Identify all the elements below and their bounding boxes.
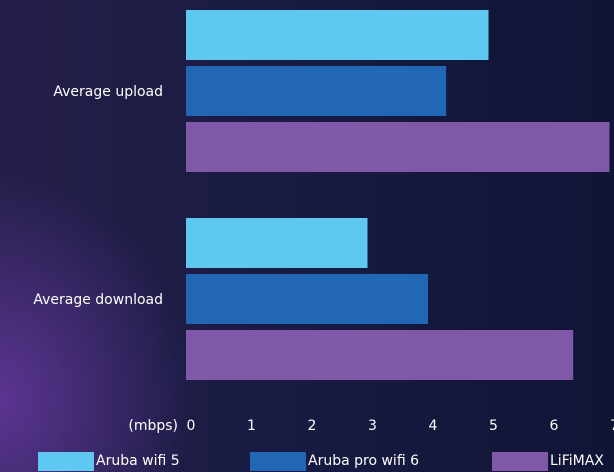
category-label: Average upload (53, 84, 163, 100)
legend-item: LiFiMAX (492, 450, 604, 472)
bar-aruba-pro-wifi-6-average-upload (186, 66, 447, 116)
legend-label: LiFiMAX (550, 453, 604, 469)
bar-aruba-wifi-5-average-download (186, 218, 368, 268)
bar-lifimax-average-download (186, 330, 574, 380)
legend-item: Aruba wifi 5 (38, 450, 180, 472)
bar-chart: Average upload Average download 0 1 2 3 4 5 6 7 (m… (33, 10, 614, 434)
x-axis-unit-label: (mbps) (128, 418, 178, 434)
bar-lifimax-average-upload (186, 122, 610, 172)
x-tick-label: 1 (247, 418, 256, 434)
x-tick-label: 0 (187, 418, 196, 434)
bar-aruba-wifi-5-average-upload (186, 10, 489, 60)
legend-item: Aruba pro wifi 6 (250, 450, 419, 472)
x-tick-label: 6 (550, 418, 559, 434)
legend-label: Aruba wifi 5 (96, 453, 180, 469)
x-tick-label: 7 (610, 418, 614, 434)
legend-swatch (492, 451, 548, 471)
legend-swatch (250, 451, 306, 471)
x-tick-label: 5 (489, 418, 498, 434)
x-tick-label: 4 (429, 418, 438, 434)
legend-label: Aruba pro wifi 6 (308, 453, 419, 469)
x-tick-label: 2 (308, 418, 317, 434)
legend-swatch (38, 451, 94, 471)
category-label: Average download (33, 292, 163, 308)
chart-legend: Aruba wifi 5 Aruba pro wifi 6 LiFiMAX (0, 450, 614, 472)
x-tick-label: 3 (368, 418, 377, 434)
bar-aruba-pro-wifi-6-average-download (186, 274, 428, 324)
